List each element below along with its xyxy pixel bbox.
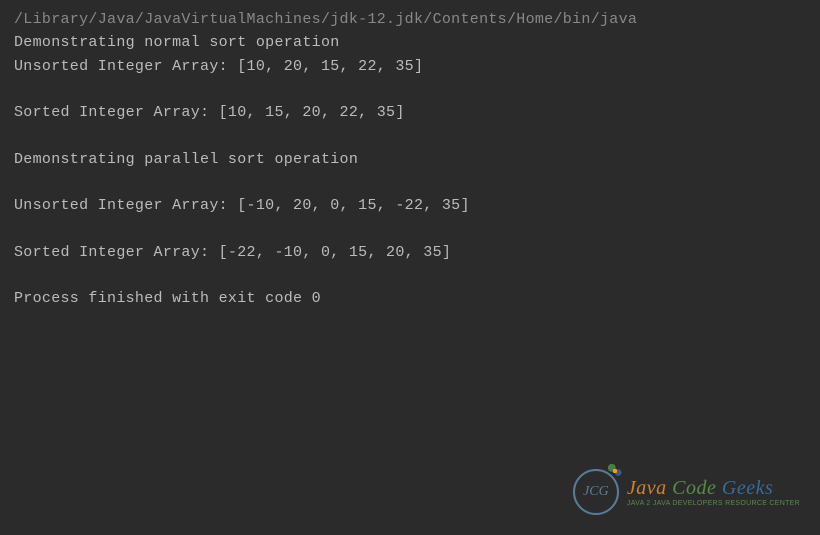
watermark-title: Java Code Geeks: [627, 478, 800, 498]
console-line: [14, 124, 806, 147]
console-line: Unsorted Integer Array: [-10, 20, 0, 15,…: [14, 194, 806, 217]
console-line: /Library/Java/JavaVirtualMachines/jdk-12…: [14, 8, 806, 31]
watermark-title-code: Code: [672, 477, 716, 499]
watermark-title-java: Java: [627, 477, 667, 499]
watermark-badge-text: JCG: [583, 484, 609, 500]
console-line: Unsorted Integer Array: [10, 20, 15, 22,…: [14, 55, 806, 78]
watermark-text-block: Java Code Geeks Java 2 Java Developers R…: [627, 478, 800, 507]
console-line: Sorted Integer Array: [-22, -10, 0, 15, …: [14, 241, 806, 264]
console-line: Process finished with exit code 0: [14, 287, 806, 310]
console-line: Demonstrating parallel sort operation: [14, 148, 806, 171]
console-line: [14, 264, 806, 287]
watermark-subtitle: Java 2 Java Developers Resource Center: [627, 500, 800, 507]
console-line: [14, 171, 806, 194]
watermark-badge-icon: JCG: [573, 469, 619, 515]
console-line: [14, 217, 806, 240]
console-output: /Library/Java/JavaVirtualMachines/jdk-12…: [0, 0, 820, 318]
watermark-logo: JCG Java Code Geeks Java 2 Java Develope…: [573, 469, 800, 515]
console-line: Demonstrating normal sort operation: [14, 31, 806, 54]
console-line: [14, 78, 806, 101]
console-line: Sorted Integer Array: [10, 15, 20, 22, 3…: [14, 101, 806, 124]
watermark-title-geeks: Geeks: [722, 477, 773, 499]
